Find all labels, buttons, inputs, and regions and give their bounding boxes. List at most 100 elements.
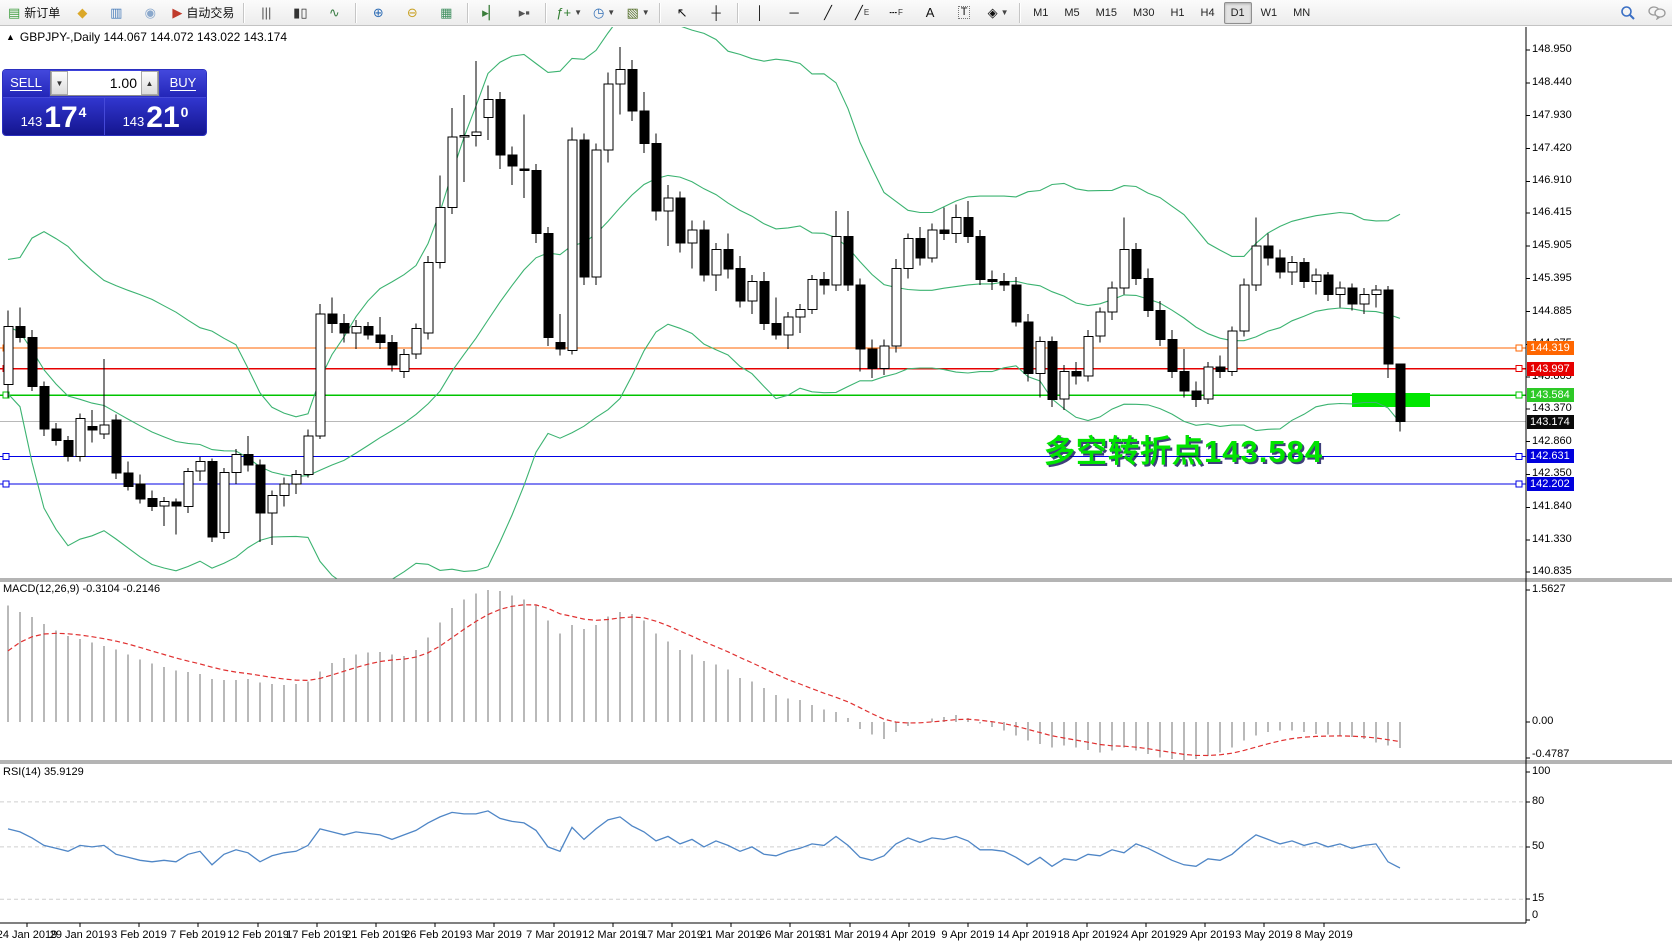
pane-separator[interactable] (0, 760, 1672, 764)
timeframe-m15-button[interactable]: M15 (1095, 6, 1118, 19)
icon-subscript: E (863, 8, 870, 17)
date-axis-label: 3 Mar 2019 (466, 929, 522, 941)
date-axis-label: 17 Feb 2019 (286, 929, 348, 941)
periods-button[interactable]: ◷ ▼ (588, 1, 620, 25)
dropdown-caret-icon[interactable]: ▼ (641, 8, 650, 17)
price-axis-tick: 145.905 (1532, 238, 1572, 251)
timeframe-m1-button[interactable]: M1 (1033, 6, 1049, 19)
support-line-1-handle[interactable] (2, 452, 10, 460)
resistance-line-1-handle[interactable] (1515, 344, 1523, 352)
timeframe-h1-button[interactable]: H1 (1170, 6, 1185, 19)
buy-button-label: BUY (169, 75, 197, 91)
buy-price-point: 0 (180, 104, 189, 120)
zoom-in-button[interactable]: ⊕ (362, 1, 394, 25)
auto-scroll-button[interactable]: ▸▏ (474, 1, 506, 25)
pivot-highlight-rect[interactable] (1352, 393, 1430, 407)
charts-icon: ▥ (110, 5, 123, 20)
buy-button[interactable]: BUY (160, 70, 206, 97)
support-line-2-handle[interactable] (1515, 480, 1523, 488)
autotrading-button[interactable]: ▶ 自动交易 (168, 1, 238, 25)
candlestick-button[interactable]: ▮▯ (284, 1, 316, 25)
timeframe-m5-button[interactable]: M5 (1064, 6, 1080, 19)
volume-increase-button[interactable]: ▲ (141, 71, 158, 95)
new-order-button[interactable]: ▤ 新订单 (4, 1, 64, 25)
pivot-line-handle[interactable] (1515, 391, 1523, 399)
toolbar-separator (737, 2, 740, 23)
bar-chart-button[interactable]: ||| (250, 1, 282, 25)
text-icon: A (925, 5, 935, 20)
timeframe-mn-button[interactable]: MN (1293, 6, 1311, 19)
dropdown-caret-icon[interactable]: ▼ (574, 8, 583, 17)
timeframe-d1-button[interactable]: D1 (1223, 1, 1252, 24)
rsi-axis-tick: 50 (1532, 839, 1545, 852)
line-chart-button[interactable]: ∿ (318, 1, 350, 25)
buy-price-pips: 21 (146, 101, 180, 134)
horizontal-line-button[interactable]: ─ (778, 1, 810, 25)
shapes-button[interactable]: ◈ ▼ (982, 1, 1014, 25)
dropdown-caret-icon[interactable]: ▼ (607, 8, 616, 17)
zoom-out-button[interactable]: ⊖ (396, 1, 428, 25)
volume-input[interactable] (68, 71, 141, 95)
crosshair-button[interactable]: ┼ (700, 1, 732, 25)
support-line-2-handle[interactable] (2, 480, 10, 488)
chat-icon[interactable] (1648, 5, 1666, 20)
tile-windows-button[interactable]: ▦ (430, 1, 462, 25)
date-axis-label: 14 Apr 2019 (997, 929, 1057, 941)
sell-price-pips: 17 (44, 101, 78, 134)
templates-icon: ▧ (626, 5, 639, 20)
pivot-annotation-text[interactable]: 多空转折点143.584 (1044, 434, 1324, 469)
trendline-button[interactable]: ╱ (812, 1, 844, 25)
channel-button[interactable]: ╱ E (846, 1, 878, 25)
fibonacci-button[interactable]: ┄ F (880, 1, 912, 25)
text-button[interactable]: A (914, 1, 946, 25)
channel-icon: ╱ (854, 5, 863, 20)
chart-canvas (0, 27, 1672, 927)
zoom-out-icon: ⊖ (406, 5, 418, 20)
cursor-button[interactable]: ↖ (666, 1, 698, 25)
search-icon[interactable] (1620, 5, 1636, 21)
timeframe-w1-button[interactable]: W1 (1260, 6, 1278, 19)
chart-shift-button[interactable]: ▸▪ (508, 1, 540, 25)
chart-area: ▲ GBPJPY-,Daily 144.067 144.072 143.022 … (0, 26, 1672, 948)
vertical-line-button[interactable]: │ (744, 1, 776, 25)
price-axis-tick: 144.885 (1532, 304, 1572, 317)
price-axis-tick: 145.395 (1532, 271, 1572, 284)
support-line-1-handle[interactable] (1515, 452, 1523, 460)
symbol-collapse-icon[interactable]: ▲ (6, 32, 15, 42)
alerts-button[interactable]: ◉ (134, 1, 166, 25)
autotrading-icon: ▶ (172, 5, 183, 20)
rsi-axis-tick: 0 (1532, 909, 1539, 921)
date-axis-label: 7 Mar 2019 (526, 929, 582, 941)
macd-indicator-label: MACD(12,26,9) -0.3104 -0.2146 (3, 583, 161, 595)
timeframe-h4-button[interactable]: H4 (1200, 6, 1215, 19)
pivot-line-price-tag: 143.584 (1527, 388, 1574, 403)
sell-button-label: SELL (10, 75, 42, 91)
support-line-1-price-tag: 142.631 (1527, 449, 1574, 464)
buy-price[interactable]: 143 21 0 (105, 98, 206, 135)
charts-button[interactable]: ▥ (100, 1, 132, 25)
price-axis-tick: 141.840 (1532, 500, 1572, 513)
date-axis-label: 29 Apr 2019 (1175, 929, 1235, 941)
pane-separator[interactable] (0, 578, 1672, 582)
date-axis-label: 24 Jan 2019 (0, 929, 58, 941)
trendline-icon: ╱ (824, 5, 832, 20)
sell-price[interactable]: 143 17 4 (3, 98, 105, 135)
sell-button[interactable]: SELL (3, 70, 49, 97)
resistance-line-2-handle[interactable] (1515, 365, 1523, 373)
label-button[interactable]: T (948, 1, 980, 25)
price-axis-tick: 146.415 (1532, 206, 1572, 219)
volume-decrease-button[interactable]: ▼ (51, 71, 68, 95)
new-order-icon: ▤ (8, 5, 21, 20)
timeframe-m30-button[interactable]: M30 (1133, 6, 1155, 19)
templates-button[interactable]: ▧ ▼ (622, 1, 654, 25)
horizontal-level-lines[interactable] (0, 344, 1526, 488)
vertical-line-icon: │ (756, 5, 765, 20)
dropdown-caret-icon[interactable]: ▼ (1000, 8, 1009, 17)
indicators-button[interactable]: ƒ+ ▼ (552, 1, 586, 25)
toolbar-separator (1019, 2, 1022, 23)
quotes-button[interactable]: ◆ (66, 1, 98, 25)
date-axis-label: 24 Apr 2019 (1116, 929, 1176, 941)
macd-axis-tick: 1.5627 (1532, 582, 1566, 595)
support-line-2-price-tag: 142.202 (1527, 477, 1574, 491)
